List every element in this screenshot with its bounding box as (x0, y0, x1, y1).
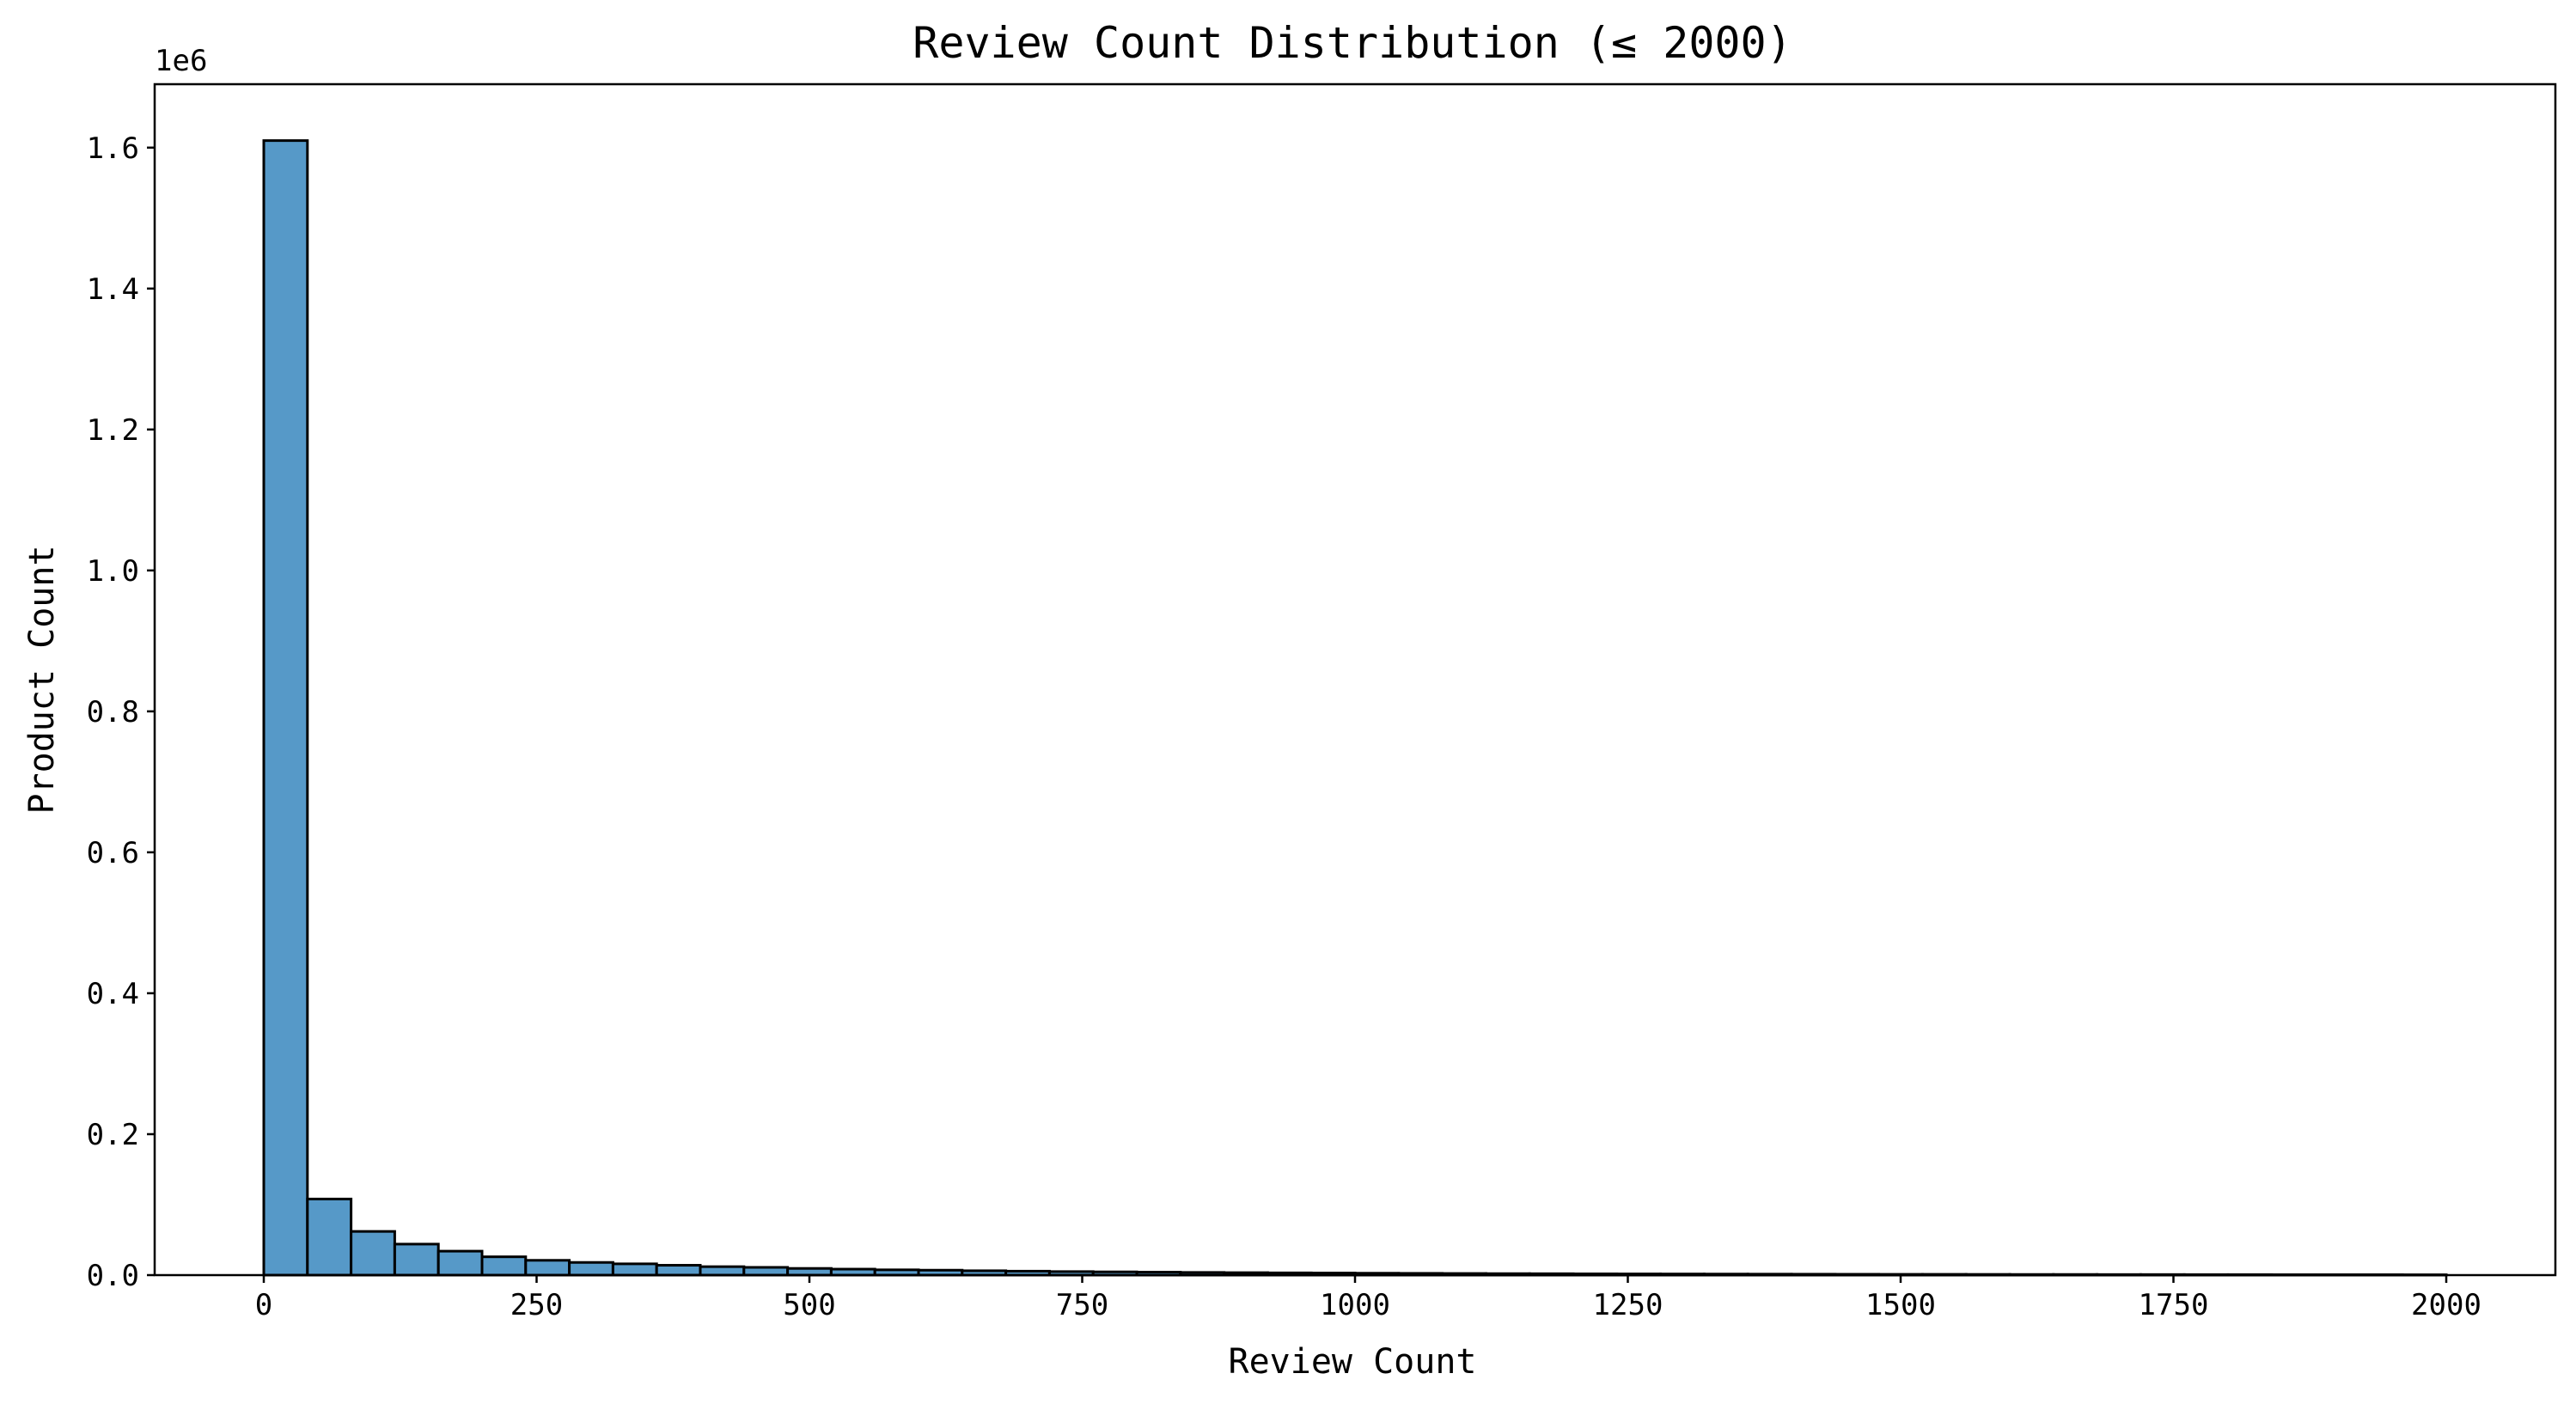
histogram-bar (350, 1230, 396, 1277)
histogram-bar (436, 1249, 484, 1277)
x-tick-label: 1000 (1320, 1288, 1390, 1322)
y-tick-label: 0.0 (87, 1259, 139, 1293)
y-offset-label: 1e6 (155, 44, 207, 78)
chart-title: Review Count Distribution (≤ 2000) (913, 18, 1792, 68)
y-tick-label: 1.6 (87, 131, 139, 166)
histogram-bar (480, 1255, 528, 1277)
bars-group (262, 139, 2448, 1277)
y-tick-label: 1.2 (87, 413, 139, 448)
histogram-bar (655, 1264, 702, 1277)
y-tick-label: 0.6 (87, 836, 139, 870)
x-tick-label: 1750 (2139, 1288, 2209, 1322)
x-axis-ticks: 0 250 500 750 1000 1250 1500 1750 2000 (255, 1275, 2481, 1322)
x-tick-label: 0 (255, 1288, 272, 1322)
plot-frame (153, 82, 2557, 1277)
histogram-bar (524, 1259, 571, 1277)
x-axis-label: Review Count (1229, 1342, 1477, 1382)
x-tick-label: 1500 (1865, 1288, 1936, 1322)
histogram-bar (393, 1242, 440, 1277)
x-tick-label: 250 (510, 1288, 563, 1322)
y-axis-ticks: 0.0 0.2 0.4 0.6 0.8 1.0 1.2 1.4 1.6 (87, 131, 155, 1293)
histogram-bar (262, 139, 309, 1277)
x-tick-label: 2000 (2411, 1288, 2481, 1322)
histogram-bar (568, 1261, 614, 1277)
x-tick-label: 500 (783, 1288, 835, 1322)
x-tick-label: 750 (1056, 1288, 1108, 1322)
histogram-bar (306, 1197, 353, 1277)
histogram-bar (611, 1262, 658, 1277)
y-axis-label: Product Count (22, 545, 62, 814)
histogram-bar (742, 1266, 790, 1277)
y-tick-label: 1.0 (87, 554, 139, 589)
histogram-bar (699, 1265, 746, 1277)
y-tick-label: 0.8 (87, 695, 139, 729)
y-tick-label: 0.4 (87, 977, 139, 1011)
x-tick-label: 1250 (1593, 1288, 1663, 1322)
y-tick-label: 1.4 (87, 272, 139, 307)
y-tick-label: 0.2 (87, 1118, 139, 1152)
